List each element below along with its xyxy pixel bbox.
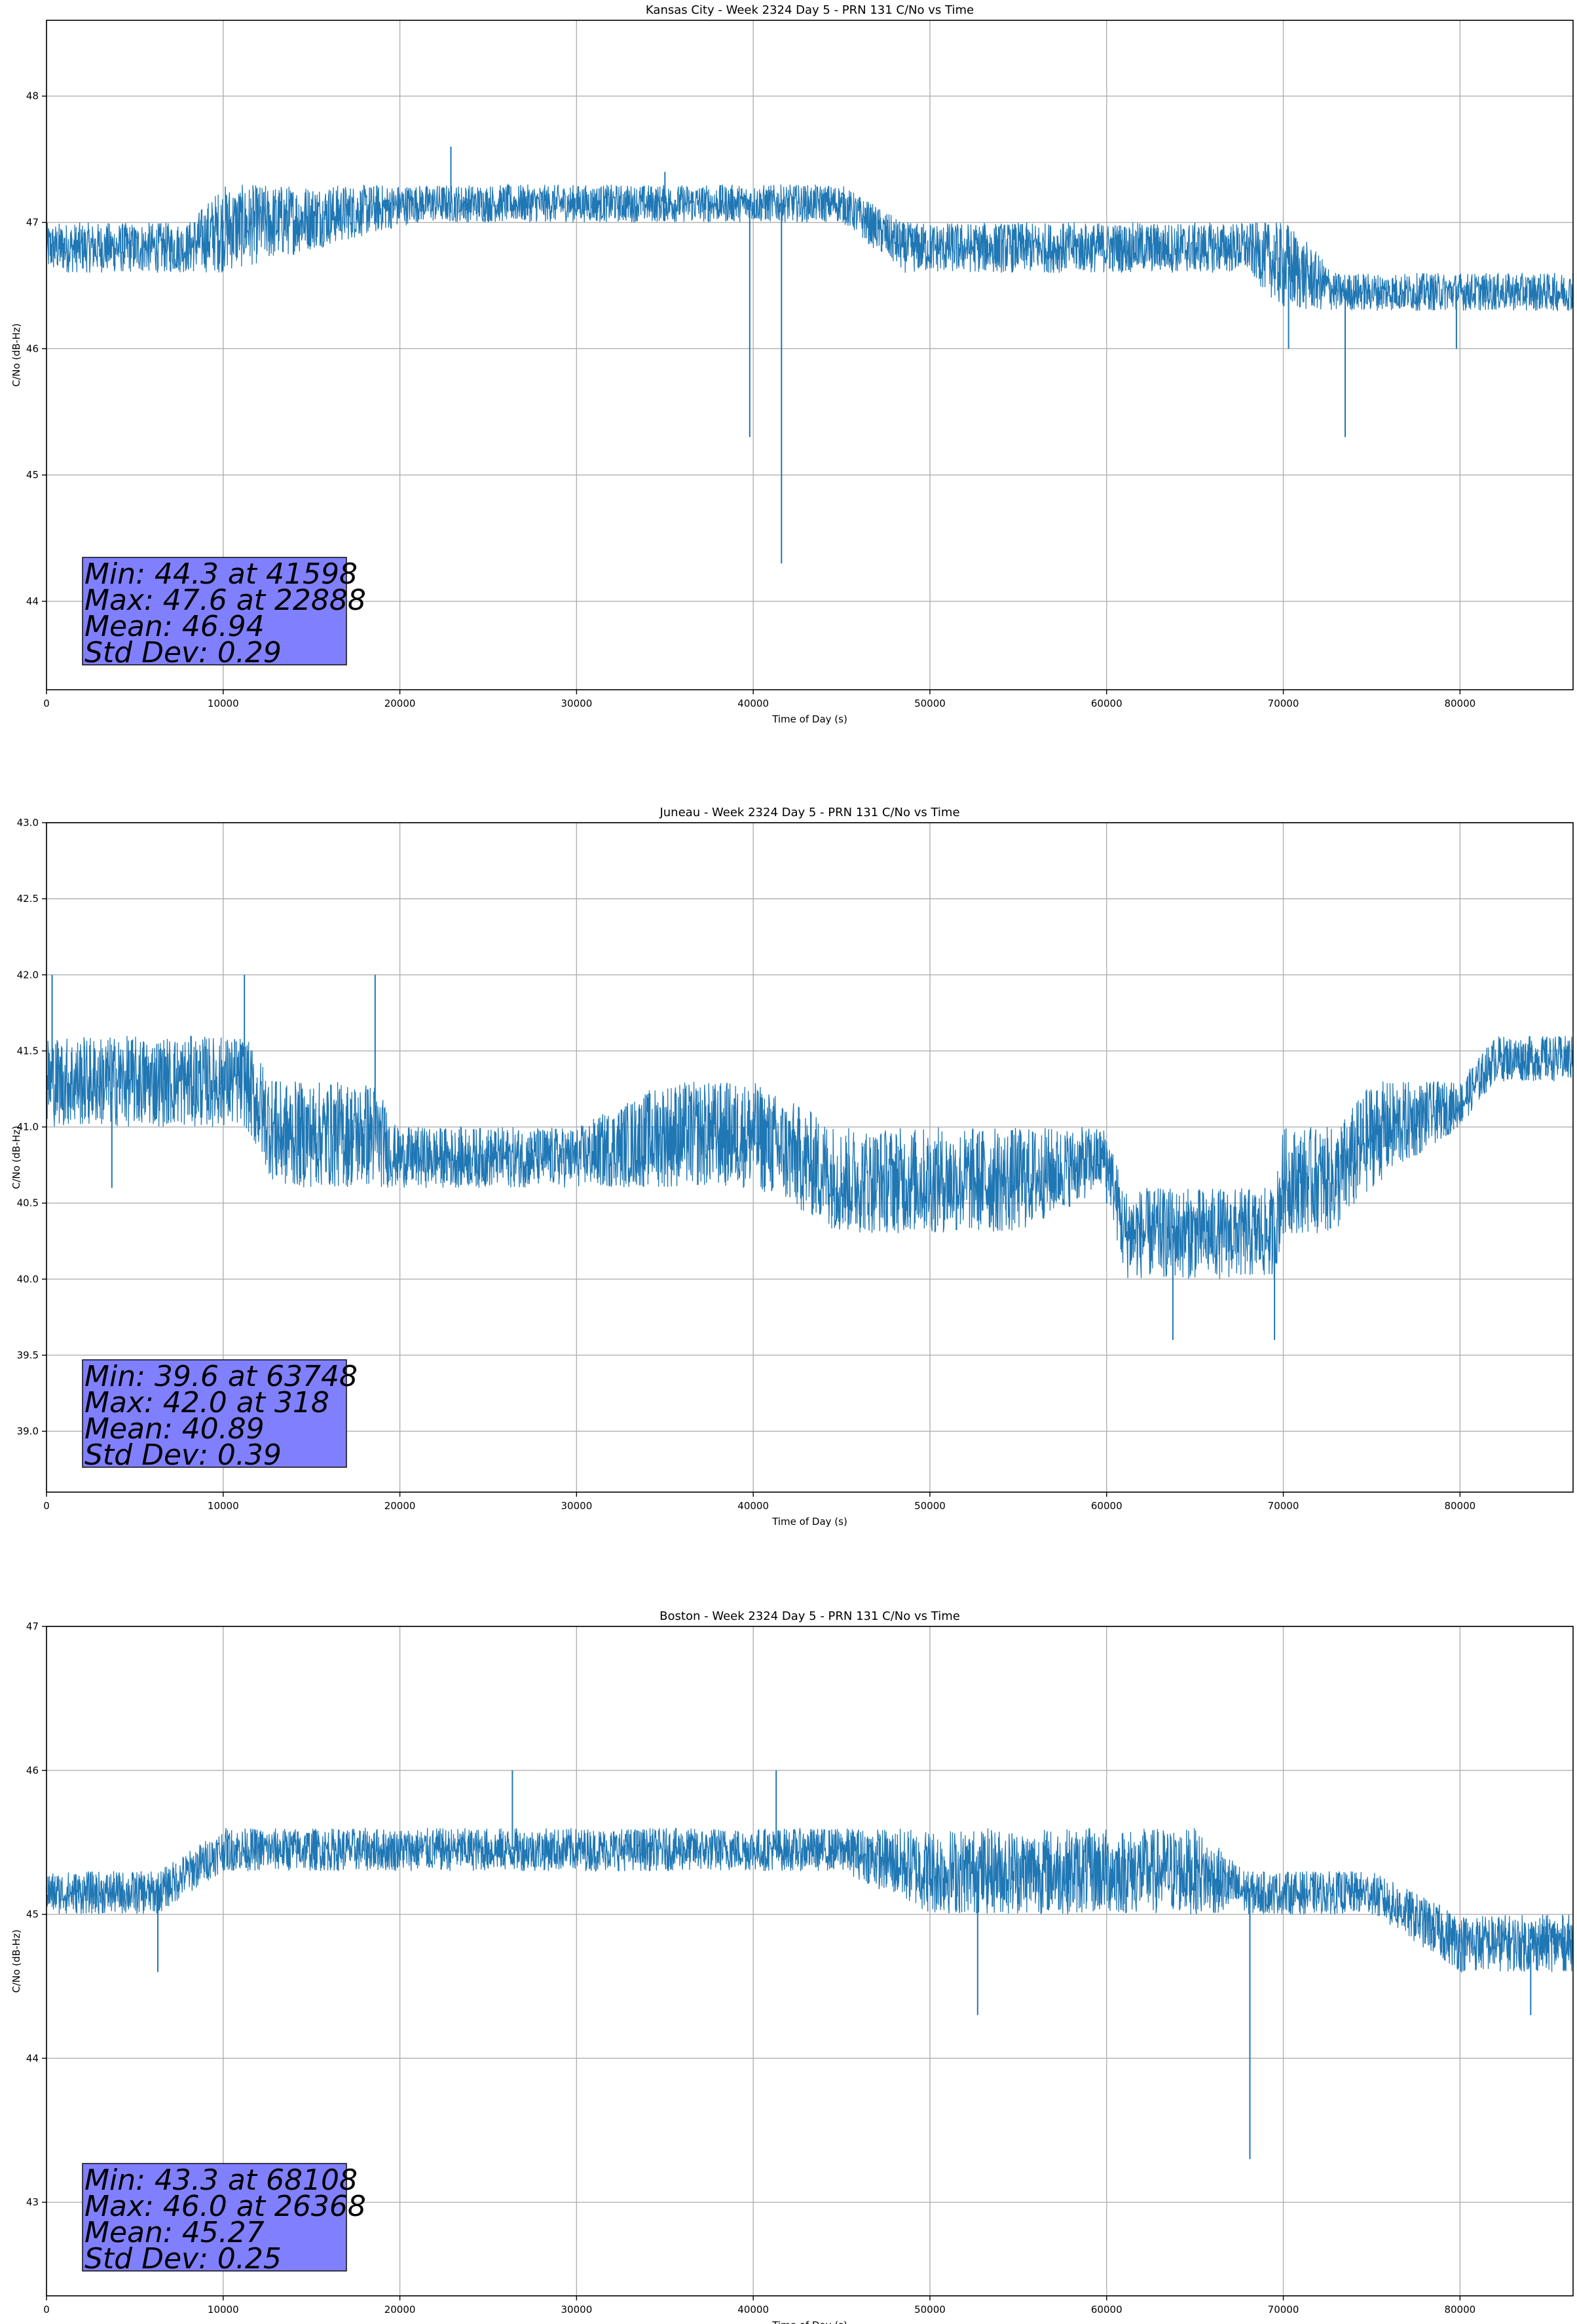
stats-line: Min: 43.3 at 68108 [84,2164,358,2197]
x-tick-label: 40000 [737,1500,769,1512]
plot-frame [46,1626,1574,2296]
plot-frame [46,20,1574,690]
x-tick-label: 60000 [1091,2304,1122,2315]
y-tick-label: 45 [26,469,39,481]
x-tick-label: 0 [43,698,50,709]
y-tick-label: 41.0 [17,1121,39,1133]
x-tick-label: 10000 [208,2304,239,2315]
x-tick-label: 0 [43,1500,50,1512]
x-tick-label: 60000 [1091,1500,1122,1512]
x-tick-label: 10000 [208,698,239,709]
x-tick-label: 50000 [914,698,946,709]
y-tick-label: 40.5 [17,1197,39,1209]
series-trace [46,1036,1573,1279]
x-tick-label: 20000 [384,1500,416,1512]
x-tick-label: 80000 [1444,1500,1475,1512]
y-tick-label: 39.0 [17,1425,39,1437]
plot-frame [46,822,1574,1493]
series-trace [46,183,1573,312]
stats-line: Max: 46.0 at 26368 [84,2190,366,2223]
y-tick-label: 42.0 [17,969,39,981]
series-trace [46,1827,1573,1974]
x-tick-label: 80000 [1444,698,1475,709]
y-tick-label: 40.0 [17,1273,39,1285]
x-axis-label: Time of Day (s) [771,2319,847,2324]
y-tick-label: 43 [26,2196,39,2208]
stats-line: Std Dev: 0.25 [84,2242,282,2276]
chart-1: 0 10000 20000 30000 40000 50000 60000 70000 8000… [10,806,1574,1527]
x-tick-label: 40000 [737,698,769,709]
x-axis-label: Time of Day (s) [771,1516,847,1527]
y-tick-label: 44 [26,595,39,607]
y-tick-label: 43.0 [17,817,39,829]
x-tick-label: 20000 [384,2304,416,2315]
stats-line: Max: 47.6 at 22888 [84,584,366,617]
chart-title: Boston - Week 2324 Day 5 - PRN 131 C/No … [659,1609,960,1623]
y-axis-label: C/No (dB-Hz) [10,1930,22,1993]
x-tick-label: 50000 [914,2304,946,2315]
y-tick-label: 46 [26,1765,39,1776]
x-tick-label: 20000 [384,698,416,709]
stats-line: Std Dev: 0.29 [84,636,282,669]
stats-box [82,1359,347,1468]
y-tick-label: 41.5 [17,1045,39,1057]
x-tick-label: 70000 [1268,1500,1299,1512]
stats-line: Mean: 45.27 [84,2216,265,2249]
y-tick-label: 48 [26,90,39,102]
x-tick-label: 40000 [737,2304,769,2315]
y-axis-label: C/No (dB-Hz) [10,324,22,387]
stats-line: Mean: 46.94 [84,610,265,643]
x-tick-label: 30000 [561,2304,593,2315]
chart-title: Kansas City - Week 2324 Day 5 - PRN 131 … [646,3,974,17]
x-tick-label: 80000 [1444,2304,1475,2315]
x-axis-label: Time of Day (s) [771,713,847,725]
y-tick-label: 44 [26,2052,39,2064]
stats-box [82,2163,347,2272]
x-tick-label: 30000 [561,698,593,709]
stats-line: Min: 39.6 at 63748 [84,1360,358,1393]
y-tick-label: 47 [26,217,39,229]
x-tick-label: 70000 [1268,2304,1299,2315]
stats-line: Mean: 40.89 [84,1412,265,1446]
y-axis-label: C/No (dB-Hz) [10,1126,22,1190]
stats-line: Max: 42.0 at 318 [84,1386,329,1419]
x-tick-label: 30000 [561,1500,593,1512]
x-tick-label: 10000 [208,1500,239,1512]
x-tick-label: 70000 [1268,698,1299,709]
chart-2: 0 10000 20000 30000 40000 50000 60000 70000 8000… [10,1609,1574,2324]
y-tick-label: 47 [26,1621,39,1632]
x-tick-label: 50000 [914,1500,946,1512]
stats-line: Std Dev: 0.39 [84,1438,282,1472]
x-tick-label: 0 [43,2304,50,2315]
x-tick-label: 60000 [1091,698,1122,709]
y-tick-label: 42.5 [17,893,39,905]
y-tick-label: 46 [26,343,39,354]
y-tick-label: 45 [26,1909,39,1921]
chart-title: Juneau - Week 2324 Day 5 - PRN 131 C/No … [659,806,959,819]
chart-0: 0 10000 20000 30000 40000 50000 60000 70000 8000… [10,3,1574,725]
stats-line: Min: 44.3 at 41598 [84,557,358,591]
stats-box [82,557,347,665]
y-tick-label: 39.5 [17,1349,39,1361]
